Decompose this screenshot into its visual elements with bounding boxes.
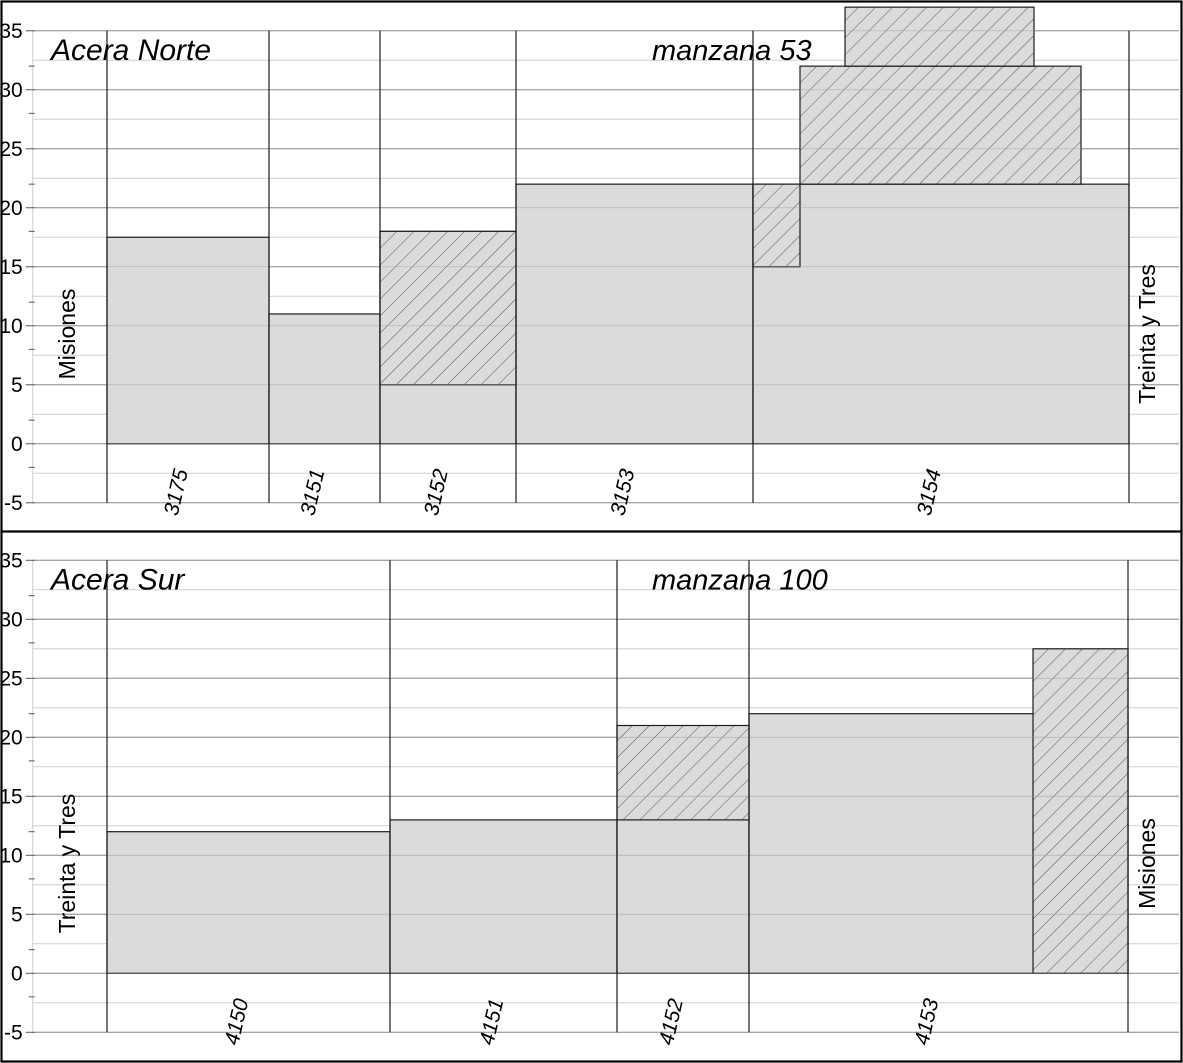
- svg-text:manzana 53: manzana 53: [652, 35, 812, 67]
- svg-text:Acera Norte: Acera Norte: [49, 34, 211, 67]
- svg-text:5: 5: [11, 903, 23, 926]
- svg-text:25: 25: [0, 138, 23, 161]
- svg-text:5: 5: [11, 374, 23, 397]
- svg-text:20: 20: [0, 726, 23, 749]
- svg-text:manzana 100: manzana 100: [652, 565, 828, 597]
- svg-text:-5: -5: [4, 1021, 23, 1044]
- svg-text:20: 20: [0, 197, 23, 220]
- svg-text:10: 10: [0, 315, 23, 338]
- svg-text:Treinta y Tres: Treinta y Tres: [1134, 264, 1160, 404]
- svg-text:15: 15: [0, 256, 23, 279]
- svg-text:0: 0: [11, 962, 23, 985]
- svg-text:35: 35: [0, 20, 23, 43]
- svg-text:35: 35: [0, 549, 23, 572]
- svg-text:-5: -5: [4, 492, 23, 515]
- svg-text:15: 15: [0, 785, 23, 808]
- svg-text:30: 30: [0, 608, 23, 631]
- svg-text:25: 25: [0, 667, 23, 690]
- svg-text:Treinta y Tres: Treinta y Tres: [54, 794, 80, 934]
- svg-text:Misiones: Misiones: [1134, 818, 1160, 909]
- svg-text:0: 0: [11, 433, 23, 456]
- svg-text:Acera Sur: Acera Sur: [49, 564, 185, 597]
- svg-text:30: 30: [0, 79, 23, 102]
- svg-text:10: 10: [0, 844, 23, 867]
- svg-text:Misiones: Misiones: [54, 289, 80, 380]
